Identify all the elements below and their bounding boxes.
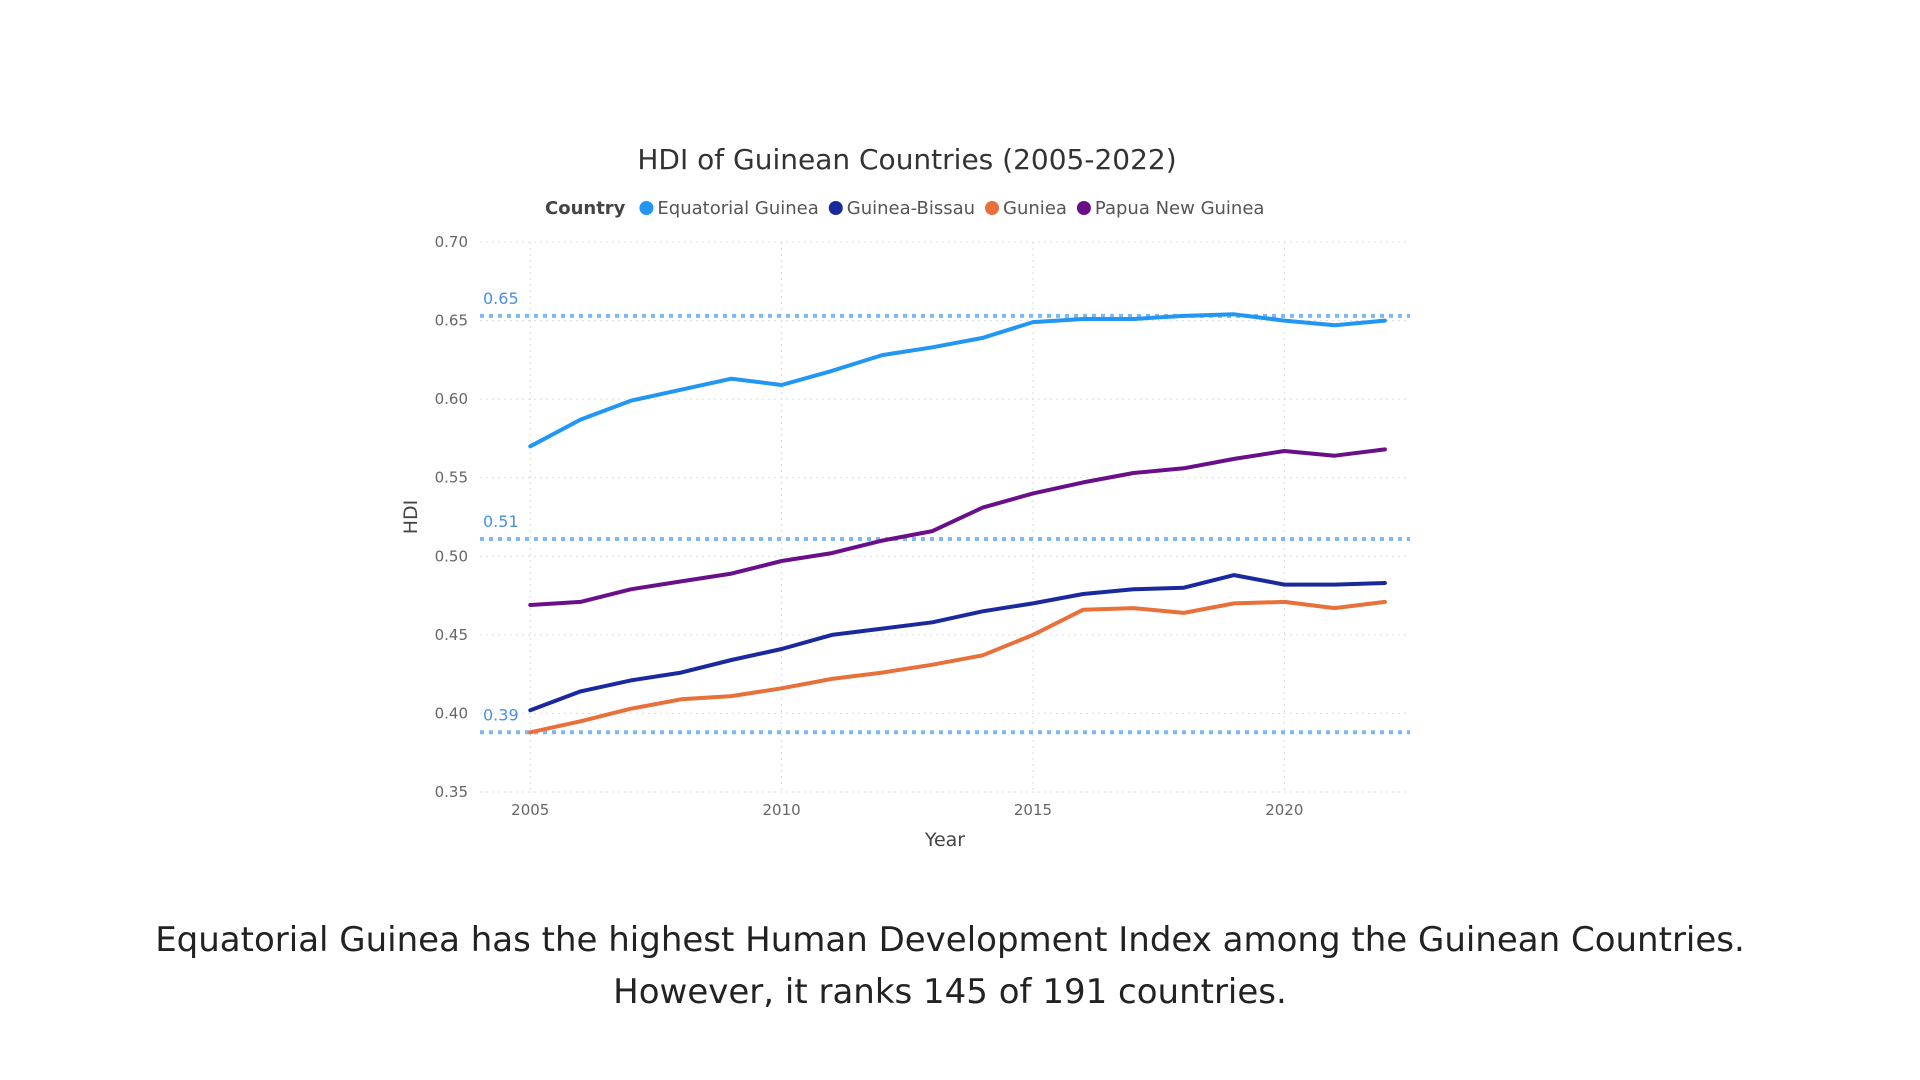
- x-tick-label: 2005: [511, 801, 549, 819]
- legend-entry: Guinea-Bissau: [847, 198, 975, 219]
- legend-entry: Equatorial Guinea: [657, 198, 818, 219]
- y-tick-label: 0.55: [435, 469, 468, 487]
- legend-marker: [985, 201, 1000, 215]
- legend-marker: [1076, 201, 1091, 215]
- reference-lines: 0.65 0.51 0.39: [480, 289, 1410, 735]
- y-tick-label: 0.60: [435, 390, 468, 408]
- reference-line-label: 0.65: [483, 289, 519, 308]
- x-tick-label: 2020: [1265, 801, 1303, 819]
- legend-entry: Guniea: [1003, 198, 1067, 219]
- chart-title: HDI of Guinean Countries (2005-2022): [637, 143, 1176, 176]
- y-tick-label: 0.50: [435, 547, 468, 565]
- series-line-guinea-bissau: [528, 573, 1387, 713]
- series-line-equatorial-guinea: [528, 312, 1387, 449]
- y-tick-label: 0.45: [435, 626, 468, 644]
- x-tick-label: 2010: [763, 801, 801, 819]
- y-tick-label: 0.70: [435, 233, 468, 251]
- series-line-guniea: [528, 599, 1387, 735]
- y-tick-label: 0.40: [435, 704, 468, 722]
- series-lines: [528, 312, 1387, 735]
- caption: Equatorial Guinea has the highest Human …: [60, 914, 1840, 1018]
- legend: Country Equatorial Guinea Guinea-Bissau Gun…: [545, 198, 1264, 219]
- gridlines: [480, 241, 1410, 793]
- reference-line-label: 0.39: [483, 705, 519, 724]
- reference-line-label: 0.51: [483, 512, 519, 531]
- x-axis: 2005 2010 2015 2020: [511, 801, 1303, 819]
- y-tick-label: 0.65: [435, 312, 468, 330]
- y-axis: 0.35 0.40 0.45 0.50 0.55 0.60 0.65 0.70: [435, 233, 468, 801]
- legend-marker: [828, 201, 843, 215]
- legend-entry: Papua New Guinea: [1095, 198, 1265, 219]
- series-line-papua-new-guinea: [528, 447, 1387, 607]
- y-axis-title: HDI: [400, 500, 422, 535]
- x-tick-label: 2015: [1014, 801, 1052, 819]
- x-axis-title: Year: [924, 829, 965, 851]
- legend-title: Country: [545, 198, 626, 219]
- legend-marker: [639, 201, 654, 215]
- caption-line-1: Equatorial Guinea has the highest Human …: [155, 920, 1745, 960]
- y-tick-label: 0.35: [435, 783, 468, 801]
- caption-line-2: However, it ranks 145 of 191 countries.: [613, 972, 1287, 1012]
